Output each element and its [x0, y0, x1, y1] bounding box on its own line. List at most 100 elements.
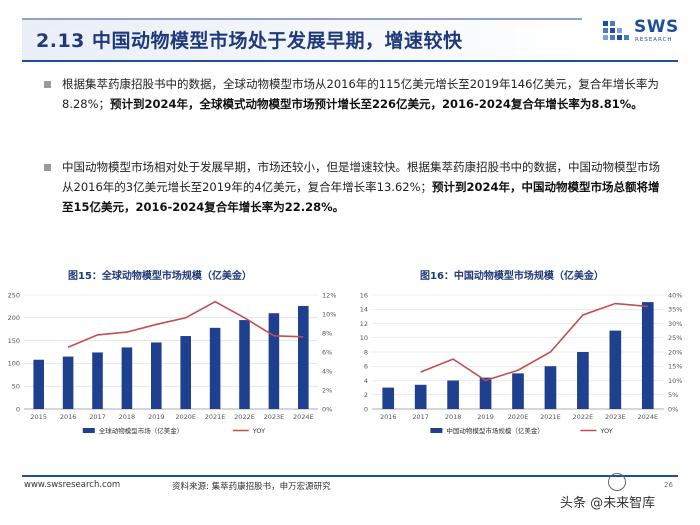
header-divider [22, 60, 678, 62]
bullet-china-market: 中国动物模型市场相对处于发展早期，市场还较小，但是增速较快。根据集萃药康招股书中… [62, 157, 662, 217]
y-tick-label-left: 10 [360, 334, 368, 342]
bar [447, 380, 459, 409]
bullet-marker [44, 81, 51, 88]
x-tick-label: 2017 [89, 413, 106, 421]
header: 2.13 中国动物模型市场处于发展早期，增速较快 SWS RESEARCH [0, 0, 700, 62]
bar [479, 377, 492, 409]
x-tick-label: 2018 [445, 413, 462, 421]
y-tick-label-right: 25% [668, 334, 682, 342]
bullet-text: 根据集萃药康招股书中的数据，全球动物模型市场从2016年的115亿美元增长至20… [62, 77, 659, 111]
y-tick-label-right: 6% [322, 348, 332, 356]
watermark-logo-icon [608, 473, 626, 491]
y-tick-label-left: 16 [360, 291, 368, 299]
y-tick-label-left: 8 [364, 348, 368, 356]
bar [121, 347, 133, 409]
y-tick-label-left: 4 [364, 377, 368, 385]
page-title: 2.13 中国动物模型市场处于发展早期，增速较快 [36, 30, 463, 52]
bar [641, 302, 654, 409]
x-tick-label: 2021E [205, 413, 226, 421]
y-tick-label-right: 8% [322, 329, 332, 337]
logo-text: SWS [634, 17, 679, 37]
y-tick-label-left: 100 [8, 360, 20, 368]
x-tick-label: 2021E [540, 413, 561, 421]
bullet-global-market: 根据集萃药康招股书中的数据，全球动物模型市场从2016年的115亿美元增长至20… [62, 74, 662, 114]
legend-bar-swatch [430, 428, 443, 433]
x-tick-label: 2017 [412, 413, 429, 421]
y-tick-label-left: 50 [12, 383, 20, 391]
y-tick-label-left: 0 [16, 405, 20, 413]
chart-title-global: 图15：全球动物模型市场规模（亿美金） [68, 271, 252, 282]
y-tick-label-right: 15% [668, 363, 682, 371]
x-tick-label: 2019 [477, 413, 494, 421]
x-tick-label: 2024E [637, 413, 658, 421]
x-tick-label: 2020E [508, 413, 529, 421]
legend-label-bar: 全球动物模型市场（亿美金） [99, 426, 184, 435]
sws-logo: SWS RESEARCH [602, 15, 684, 49]
x-tick-label: 2018 [119, 413, 136, 421]
x-tick-label: 2016 [380, 413, 397, 421]
y-tick-label-right: 10% [668, 377, 682, 385]
chart-title-china: 图16：中国动物模型市场规模（亿美金） [420, 271, 604, 282]
y-tick-label-right: 10% [322, 310, 336, 318]
y-tick-label-right: 40% [668, 291, 682, 299]
y-tick-label-left: 2 [364, 391, 368, 399]
watermark: 头条 @未来智库 [560, 496, 656, 511]
bar [209, 327, 221, 409]
y-tick-label-left: 14 [360, 306, 368, 314]
y-tick-label-left: 12 [360, 320, 368, 328]
footer-divider [22, 475, 678, 477]
bar [298, 305, 309, 409]
y-tick-label-right: 20% [668, 348, 682, 356]
footer-url[interactable]: www.swsresearch.com [24, 480, 121, 490]
y-tick-label-right: 2% [322, 386, 332, 394]
chart-global-market: 0 50 100 150 200 250 0% 2% 4% 6% 8% 10% 12% 2015 2016 2… [8, 291, 337, 435]
x-tick-label: 2016 [60, 413, 77, 421]
y-tick-label-left: 250 [8, 291, 20, 299]
legend-label-line: YOY [252, 427, 265, 435]
y-tick-label-left: 200 [8, 314, 20, 322]
x-tick-label: 2023E [264, 413, 285, 421]
bar [577, 352, 589, 409]
bar [33, 359, 44, 409]
yoy-line [67, 300, 304, 348]
x-tick-label: 2015 [30, 413, 47, 421]
logo-subtext: RESEARCH [635, 37, 673, 43]
bar [544, 366, 557, 409]
bar [62, 356, 74, 409]
yoy-line [420, 302, 648, 382]
chart-china-market: 0 2 4 6 8 10 12 14 16 0% 5% 10% 15% 20% 25% 30% 35% 40% 20… [360, 291, 683, 435]
bullet-text: 中国动物模型市场相对处于发展早期，市场还较小，但是增速较快。根据集萃药康招股书中… [62, 160, 660, 194]
y-tick-label-left: 6 [364, 363, 368, 371]
y-tick-label-right: 35% [668, 306, 682, 314]
x-tick-label: 2022E [234, 413, 255, 421]
y-tick-label-right: 30% [668, 320, 682, 328]
source-note: 资料来源: 集萃药康招股书，申万宏源研究 [172, 482, 331, 492]
y-tick-label-right: 0% [668, 405, 678, 413]
bar [239, 320, 250, 409]
y-tick-label-right: 0% [322, 405, 332, 413]
bar [92, 352, 103, 409]
y-tick-label-left: 0 [364, 405, 368, 413]
bar [609, 330, 622, 409]
bar [151, 342, 162, 409]
x-tick-label: 2019 [148, 413, 165, 421]
bar [414, 384, 427, 409]
x-tick-label: 2023E [605, 413, 626, 421]
legend-label-bar: 中国动物模型市场规模（亿美金） [446, 426, 544, 435]
bar [268, 313, 280, 409]
bullet-marker [44, 164, 51, 171]
bullet-bold-text: 预计到2024年，全球模式动物模型市场预计增长至226亿美元，2016-2024… [110, 97, 643, 111]
legend-label-line: YOY [599, 427, 612, 435]
x-tick-label: 2024E [293, 413, 314, 421]
x-tick-label: 2020E [175, 413, 196, 421]
bullet-bold-text: 预计到2024年，中国动物模型市场总额将增至15亿美元，2016-2024复合年… [62, 180, 660, 214]
title-bar [22, 18, 582, 60]
y-tick-label-right: 12% [322, 291, 336, 299]
y-tick-label-left: 150 [8, 337, 20, 345]
bar [180, 336, 191, 409]
legend-bar-swatch [82, 428, 95, 433]
sws-logo-icon [603, 21, 629, 40]
y-tick-label-right: 4% [322, 367, 332, 375]
y-tick-label-right: 5% [668, 391, 678, 399]
